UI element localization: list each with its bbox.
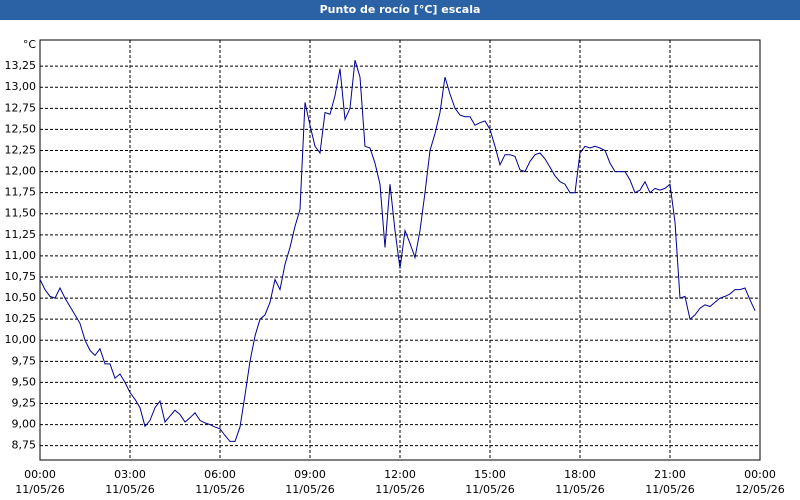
- plot-border: [39, 39, 761, 461]
- y-tick-label: 13,25: [5, 59, 37, 72]
- y-tick-label: 11,25: [5, 228, 37, 241]
- y-tick-label: 12,75: [5, 101, 37, 114]
- data-line: [39, 60, 756, 442]
- x-tick-label: 09:00: [294, 468, 326, 481]
- y-tick-label: 12,50: [5, 122, 37, 135]
- x-tick-date: 11/05/26: [555, 483, 604, 496]
- x-tick-date: 11/05/26: [285, 483, 334, 496]
- y-tick-label: 9,00: [12, 418, 37, 431]
- x-tick-label: 18:00: [564, 468, 596, 481]
- title-bar: [0, 0, 800, 20]
- y-tick-label: 8,75: [12, 439, 37, 452]
- x-tick-date: 11/05/26: [465, 483, 514, 496]
- x-tick-date: 11/05/26: [375, 483, 424, 496]
- x-tick-date: 11/05/26: [105, 483, 154, 496]
- y-tick-label: 13,00: [5, 80, 37, 93]
- x-tick-label: 00:00: [744, 468, 776, 481]
- x-tick-label: 12:00: [384, 468, 416, 481]
- y-tick-label: 9,50: [12, 375, 37, 388]
- y-tick-label: 11,75: [5, 186, 37, 199]
- y-tick-label: 10,50: [5, 291, 37, 304]
- y-axis-label: °C: [23, 38, 37, 51]
- y-tick-label: 10,75: [5, 270, 37, 283]
- x-tick-date: 11/05/26: [645, 483, 694, 496]
- y-tick-label: 9,75: [12, 354, 37, 367]
- x-tick-label: 15:00: [474, 468, 506, 481]
- x-tick-label: 03:00: [114, 468, 146, 481]
- y-tick-label: 11,00: [5, 249, 37, 262]
- y-tick-label: 10,00: [5, 333, 37, 346]
- x-tick-label: 00:00: [24, 468, 56, 481]
- y-tick-label: 10,25: [5, 312, 37, 325]
- x-tick-date: 12/05/26: [735, 483, 784, 496]
- y-tick-label: 12,25: [5, 143, 37, 156]
- y-tick-label: 11,50: [5, 207, 37, 220]
- chart-title: Punto de rocío [°C] escala: [320, 3, 481, 16]
- y-tick-label: 12,00: [5, 165, 37, 178]
- x-tick-label: 21:00: [654, 468, 686, 481]
- x-tick-date: 11/05/26: [15, 483, 64, 496]
- x-tick-date: 11/05/26: [195, 483, 244, 496]
- x-tick-label: 06:00: [204, 468, 236, 481]
- y-tick-label: 9,25: [12, 396, 37, 409]
